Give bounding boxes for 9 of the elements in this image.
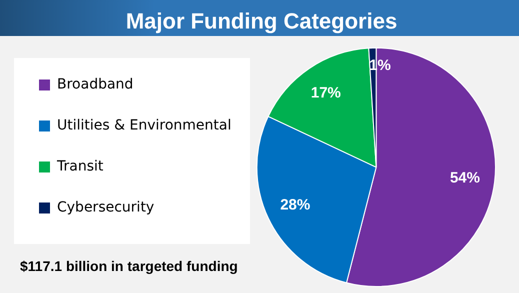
data-label: 17%: [310, 84, 341, 102]
legend-label: Utilities & Environmental: [57, 118, 232, 134]
text: $117.1 billion in targeted funding: [20, 258, 238, 274]
legend-label: Cybersecurity: [57, 200, 154, 216]
chart-title: Major Funding Categories: [126, 8, 398, 34]
data-label: 28%: [280, 196, 310, 214]
data-label: 54%: [450, 170, 480, 187]
legend-label: Broadband: [57, 76, 134, 93]
legend-label: Transit: [56, 158, 104, 175]
